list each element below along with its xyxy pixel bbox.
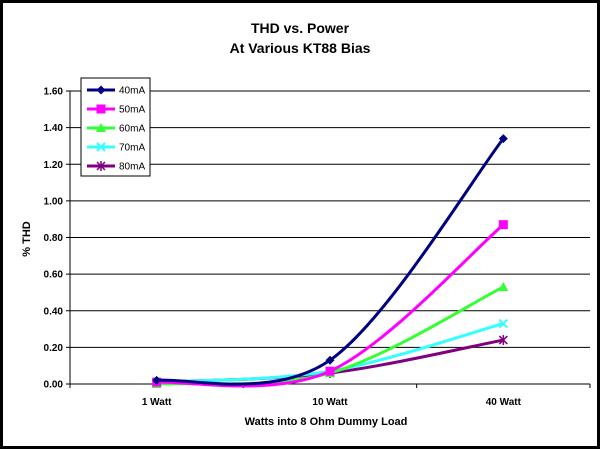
legend-label: 40mA	[119, 86, 145, 97]
legend-item: 60mA	[87, 123, 145, 135]
y-tick-labels: 0.00 0.20 0.40 0.60 0.80 1.00 1.20 1.40 1.60	[44, 87, 64, 391]
legend-item: 50mA	[87, 104, 145, 116]
legend-marker	[96, 104, 106, 114]
legend-item: 40mA	[87, 85, 145, 97]
legend-item: 80mA	[87, 161, 145, 173]
gridlines	[70, 90, 590, 348]
y-tick-label: 0.00	[44, 380, 64, 391]
data-point	[498, 281, 509, 291]
x-tick-label: 40 Watt	[486, 397, 522, 408]
y-tick-label: 1.00	[44, 196, 64, 207]
y-tick-label: 1.20	[44, 160, 64, 171]
series	[151, 134, 509, 388]
legend-marker	[96, 142, 106, 152]
y-tick-label: 0.40	[44, 306, 64, 317]
data-point	[498, 318, 509, 329]
chart-subtitle: At Various KT88 Bias	[230, 40, 371, 56]
data-point	[325, 355, 335, 365]
legend-label: 50mA	[119, 105, 145, 116]
y-axis-label: % THD	[21, 221, 33, 257]
legend-marker	[96, 85, 106, 95]
y-tick-label: 1.60	[44, 87, 64, 98]
legend-label: 70mA	[119, 143, 145, 154]
series-40mA	[152, 134, 508, 386]
data-point	[498, 134, 508, 144]
y-tick-label: 0.60	[44, 270, 64, 281]
x-tick-label: 1 Watt	[142, 397, 172, 408]
series-line	[156, 137, 505, 386]
data-point	[498, 335, 508, 346]
chart-title: THD vs. Power	[251, 20, 350, 36]
legend-marker	[96, 123, 106, 132]
legend-label: 60mA	[119, 124, 145, 135]
x-tick-label: 10 Watt	[312, 397, 348, 408]
data-point	[325, 366, 335, 376]
data-point	[152, 375, 162, 385]
x-axis-label: Watts into 8 Ohm Dummy Load	[245, 416, 408, 428]
x-tick-labels: 1 Watt 10 Watt 40 Watt	[142, 397, 522, 408]
y-tick-label: 1.40	[44, 123, 64, 134]
legend-label: 80mA	[119, 162, 145, 173]
legend-item: 70mA	[87, 142, 145, 154]
data-point	[498, 220, 508, 230]
chart: THD vs. Power At Various KT88 Bias 0.000…	[21, 20, 591, 428]
y-tick-label: 0.20	[44, 343, 64, 354]
chart-area: THD vs. Power At Various KT88 Bias 0.00 0…	[3, 3, 597, 446]
legend: 40mA 50mA 60mA 70mA 80mA	[80, 77, 151, 177]
y-tick-label: 0.80	[44, 233, 64, 244]
legend-marker	[96, 161, 106, 171]
